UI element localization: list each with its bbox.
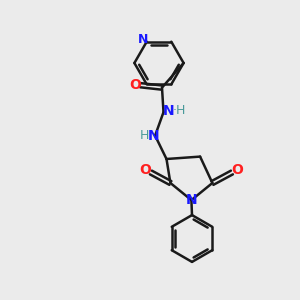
Text: N: N: [186, 193, 197, 207]
Text: N: N: [148, 129, 159, 142]
Text: N: N: [163, 104, 175, 118]
Text: O: O: [140, 163, 152, 177]
Text: N: N: [138, 33, 148, 46]
Text: O: O: [231, 163, 243, 177]
Text: H: H: [140, 129, 149, 142]
Text: O: O: [129, 78, 141, 92]
Text: ·H: ·H: [172, 104, 186, 118]
